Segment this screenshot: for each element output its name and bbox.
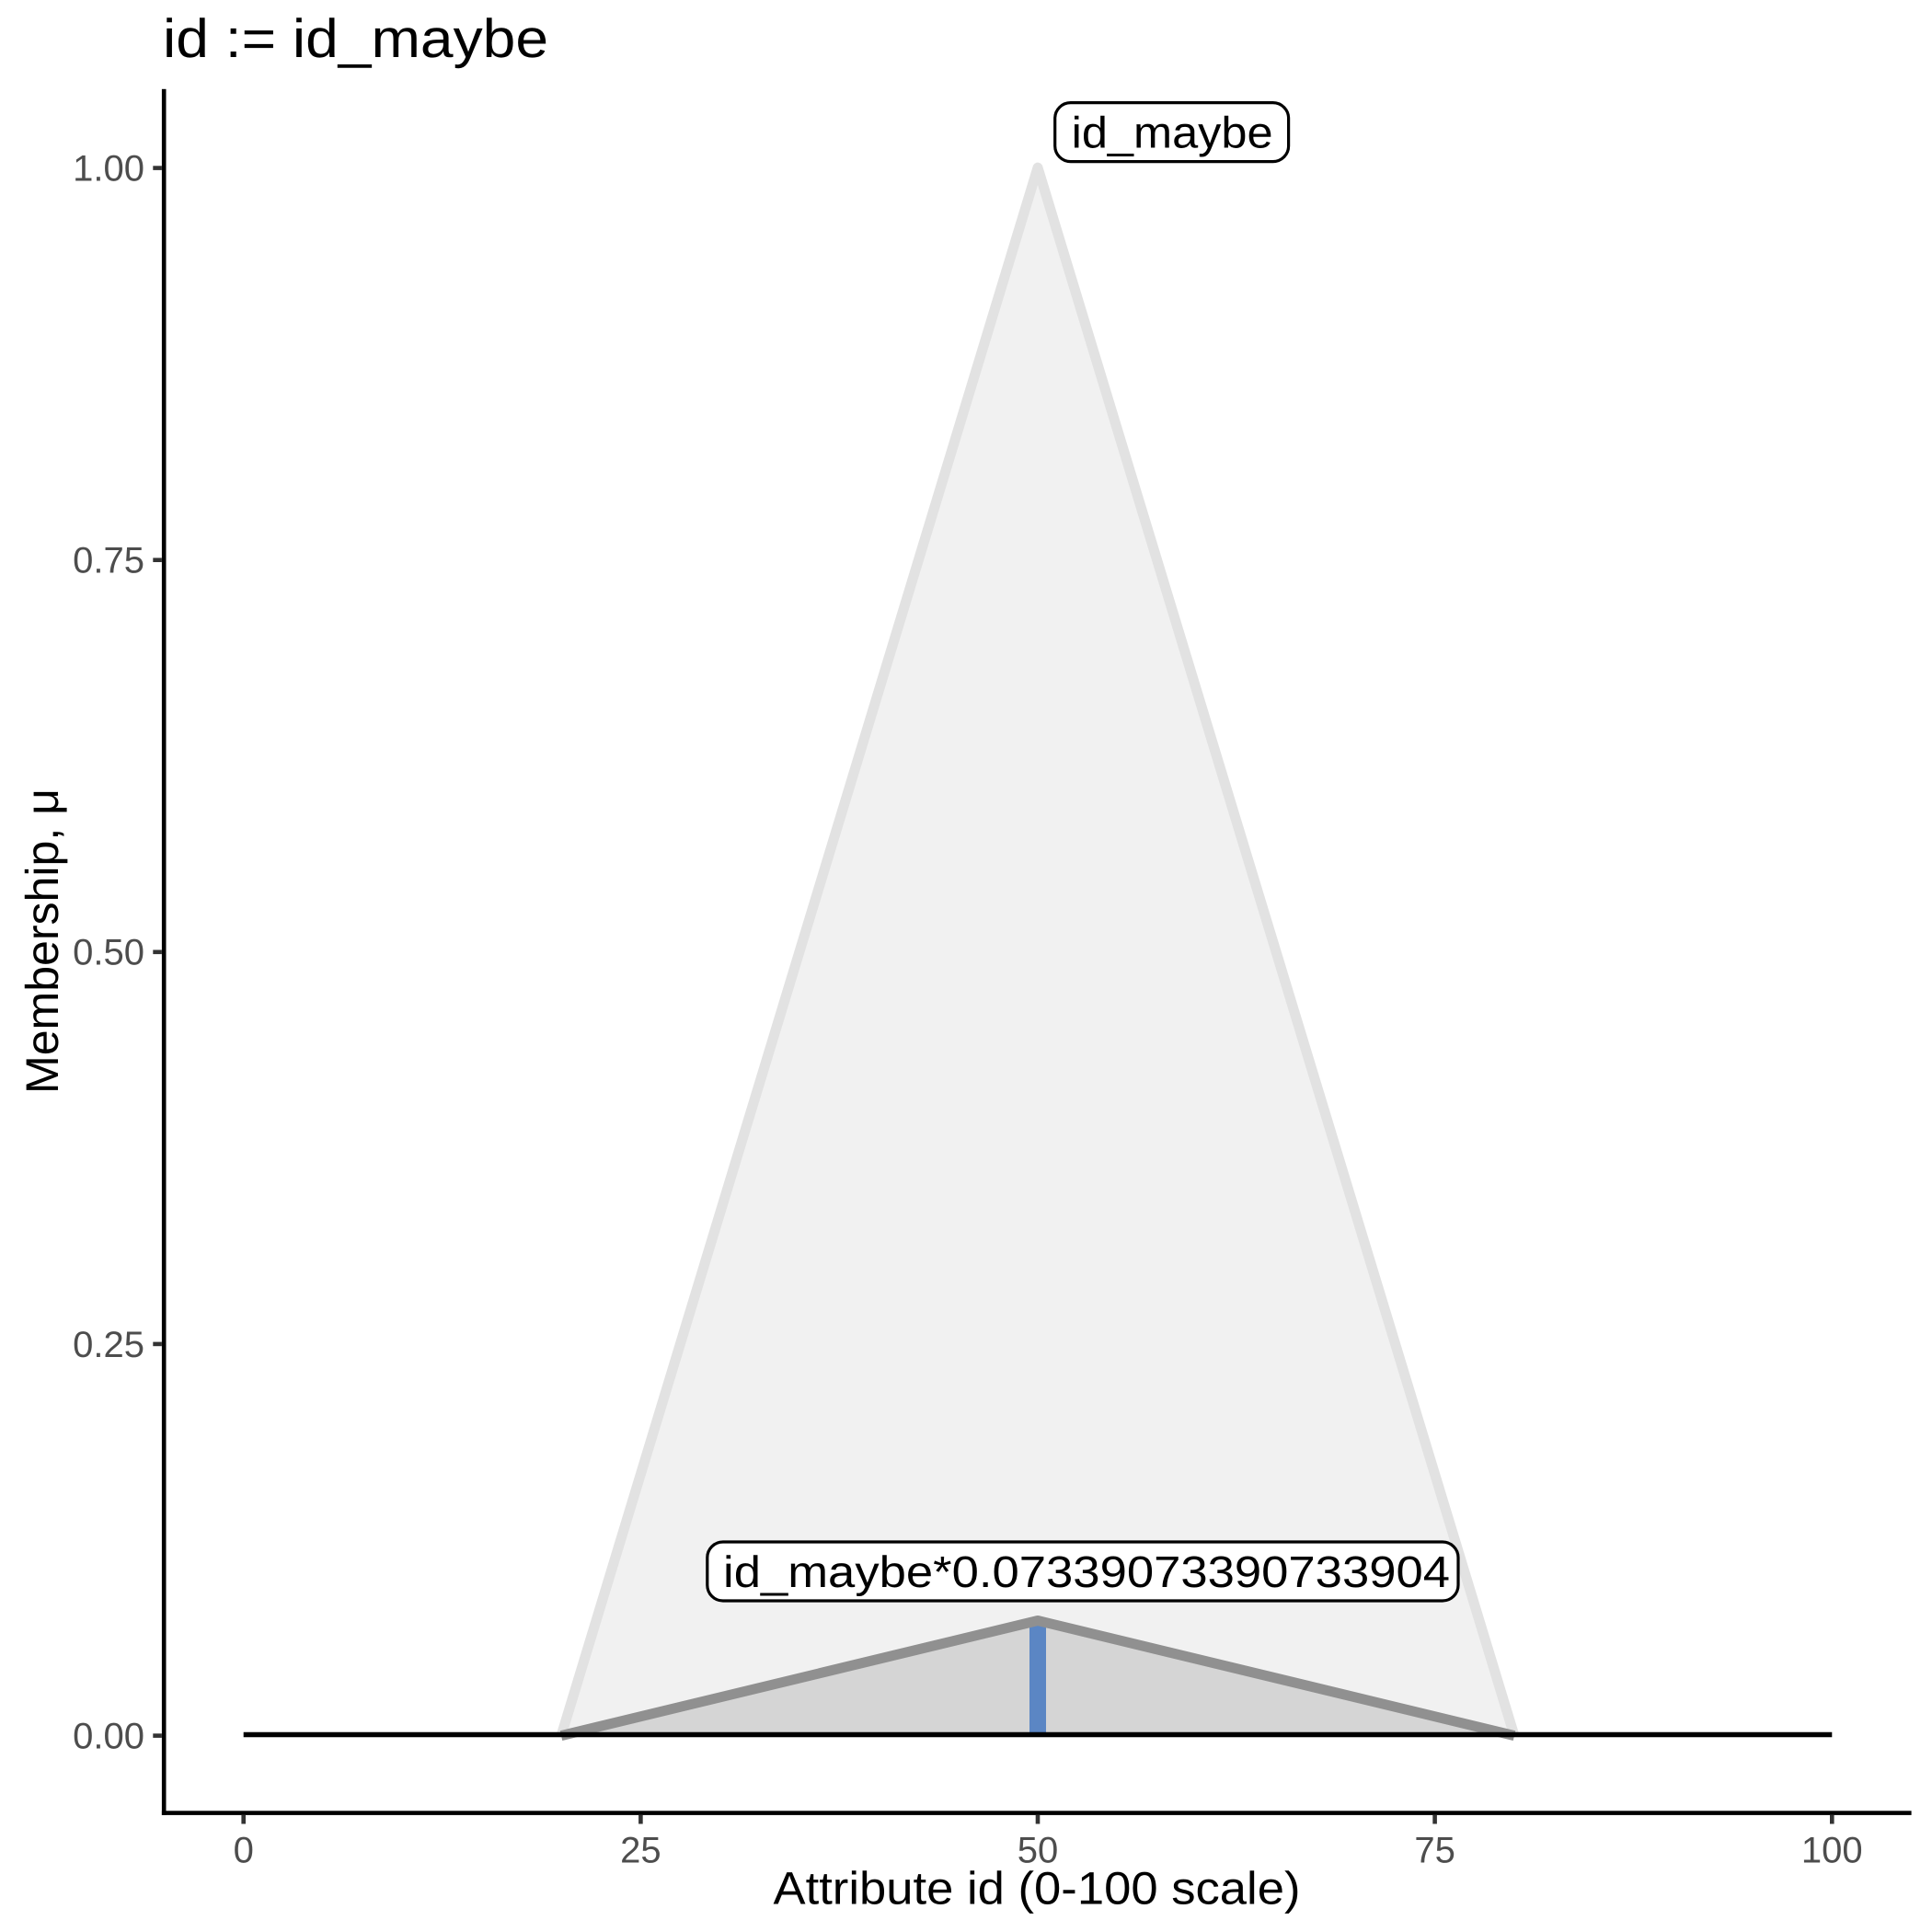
svg-text:Attribute id (0-100 scale): Attribute id (0-100 scale) [774, 1863, 1301, 1915]
svg-text:0.50: 0.50 [73, 933, 144, 973]
svg-text:Membership, μ: Membership, μ [17, 788, 68, 1094]
svg-text:0.00: 0.00 [73, 1717, 144, 1757]
svg-text:0.75: 0.75 [73, 541, 144, 581]
svg-text:100: 100 [1801, 1830, 1863, 1870]
svg-text:0: 0 [234, 1830, 254, 1870]
svg-text:75: 75 [1414, 1830, 1455, 1870]
svg-text:25: 25 [620, 1830, 661, 1870]
svg-text:id_maybe*0.07339073390733904: id_maybe*0.07339073390733904 [723, 1548, 1450, 1597]
svg-text:1.00: 1.00 [73, 149, 144, 190]
svg-text:id_maybe: id_maybe [1072, 109, 1273, 158]
svg-text:0.25: 0.25 [73, 1325, 144, 1365]
svg-text:id := id_maybe: id := id_maybe [163, 8, 548, 69]
svg-text:50: 50 [1018, 1830, 1059, 1870]
